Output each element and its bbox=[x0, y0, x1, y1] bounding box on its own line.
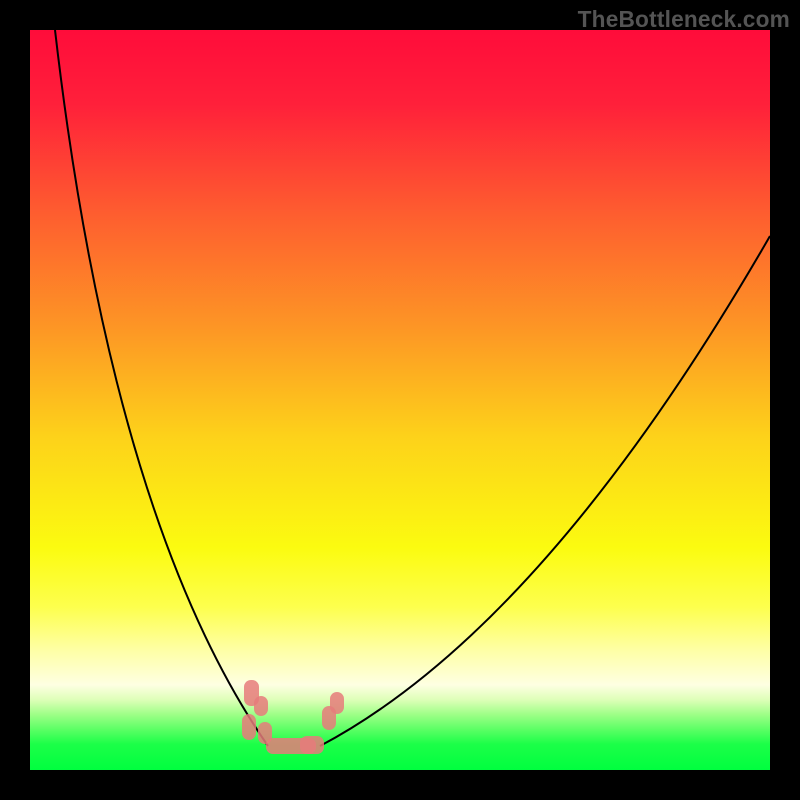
outer-frame: TheBottleneck.com bbox=[0, 0, 800, 800]
watermark-text: TheBottleneck.com bbox=[578, 6, 790, 33]
plot-area bbox=[30, 30, 770, 770]
